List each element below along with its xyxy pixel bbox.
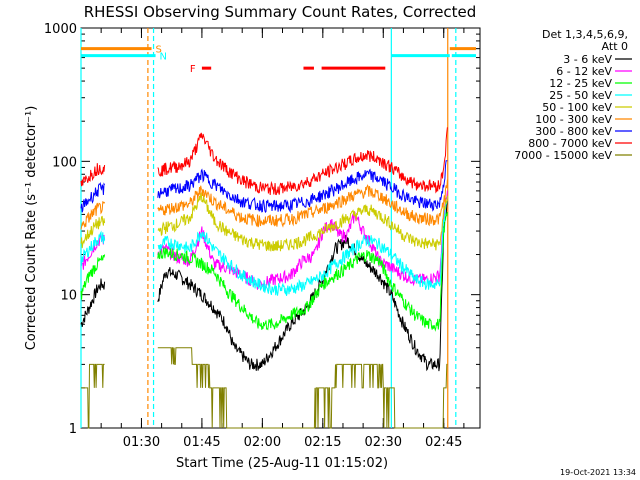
y-tick-label: 1000 xyxy=(44,22,77,37)
vertical-markers xyxy=(80,28,457,428)
legend-header: Att 0 xyxy=(602,40,628,53)
series-line xyxy=(80,191,448,252)
x-axis-ticks: 01:30 01:45 02:00 02:15 02:30 02:45 xyxy=(80,28,465,450)
state-bar-label: S xyxy=(156,45,162,56)
legend-header: Det 1,3,4,5,6,9, xyxy=(542,28,628,41)
legend-label: 12 - 25 keV xyxy=(549,77,612,90)
series-line xyxy=(80,160,448,214)
series-line xyxy=(80,211,448,332)
plot-frame xyxy=(80,27,481,429)
series-line xyxy=(81,347,448,429)
series-line xyxy=(80,179,448,230)
series-line xyxy=(80,127,448,196)
footer-timestamp: 19-Oct-2021 13:34 xyxy=(560,468,636,477)
legend-label: 100 - 300 keV xyxy=(535,113,612,126)
legend-label: 6 - 12 keV xyxy=(556,65,612,78)
series-line xyxy=(80,196,448,297)
y-axis-label: Corrected Count Rate (s⁻¹ detector⁻¹) xyxy=(24,106,39,351)
legend-label: 3 - 6 keV xyxy=(563,53,612,66)
y-tick-label: 10 xyxy=(60,289,77,304)
x-tick-label: 01:30 xyxy=(123,435,160,450)
state-bar-label: F xyxy=(190,64,196,75)
legend-label: 7000 - 15000 keV xyxy=(514,149,612,162)
legend-label: 800 - 7000 keV xyxy=(528,137,612,150)
legend-label: 300 - 800 keV xyxy=(535,125,612,138)
state-bar-label: N xyxy=(160,52,167,63)
state-bars: SN F xyxy=(81,45,476,75)
legend-label: 25 - 50 keV xyxy=(549,89,612,102)
series-lines xyxy=(80,127,448,429)
y-tick-label: 1 xyxy=(69,422,77,437)
legend-label: 50 - 100 keV xyxy=(542,101,612,114)
x-tick-label: 02:30 xyxy=(365,435,402,450)
chart-title: RHESSI Observing Summary Count Rates, Co… xyxy=(84,3,477,21)
y-axis-ticks: 1 10 100 1000 xyxy=(44,22,480,437)
x-axis-label: Start Time (25-Aug-11 01:15:02) xyxy=(176,456,388,471)
x-tick-label: 01:45 xyxy=(183,435,220,450)
plot-area: 1 10 100 1000 01:30 01:45 02:00 02:15 02:30 02:45… xyxy=(44,22,481,450)
x-tick-label: 02:15 xyxy=(304,435,341,450)
y-tick-label: 100 xyxy=(52,155,77,170)
x-tick-label: 02:00 xyxy=(244,435,281,450)
x-tick-label: 02:45 xyxy=(425,435,462,450)
